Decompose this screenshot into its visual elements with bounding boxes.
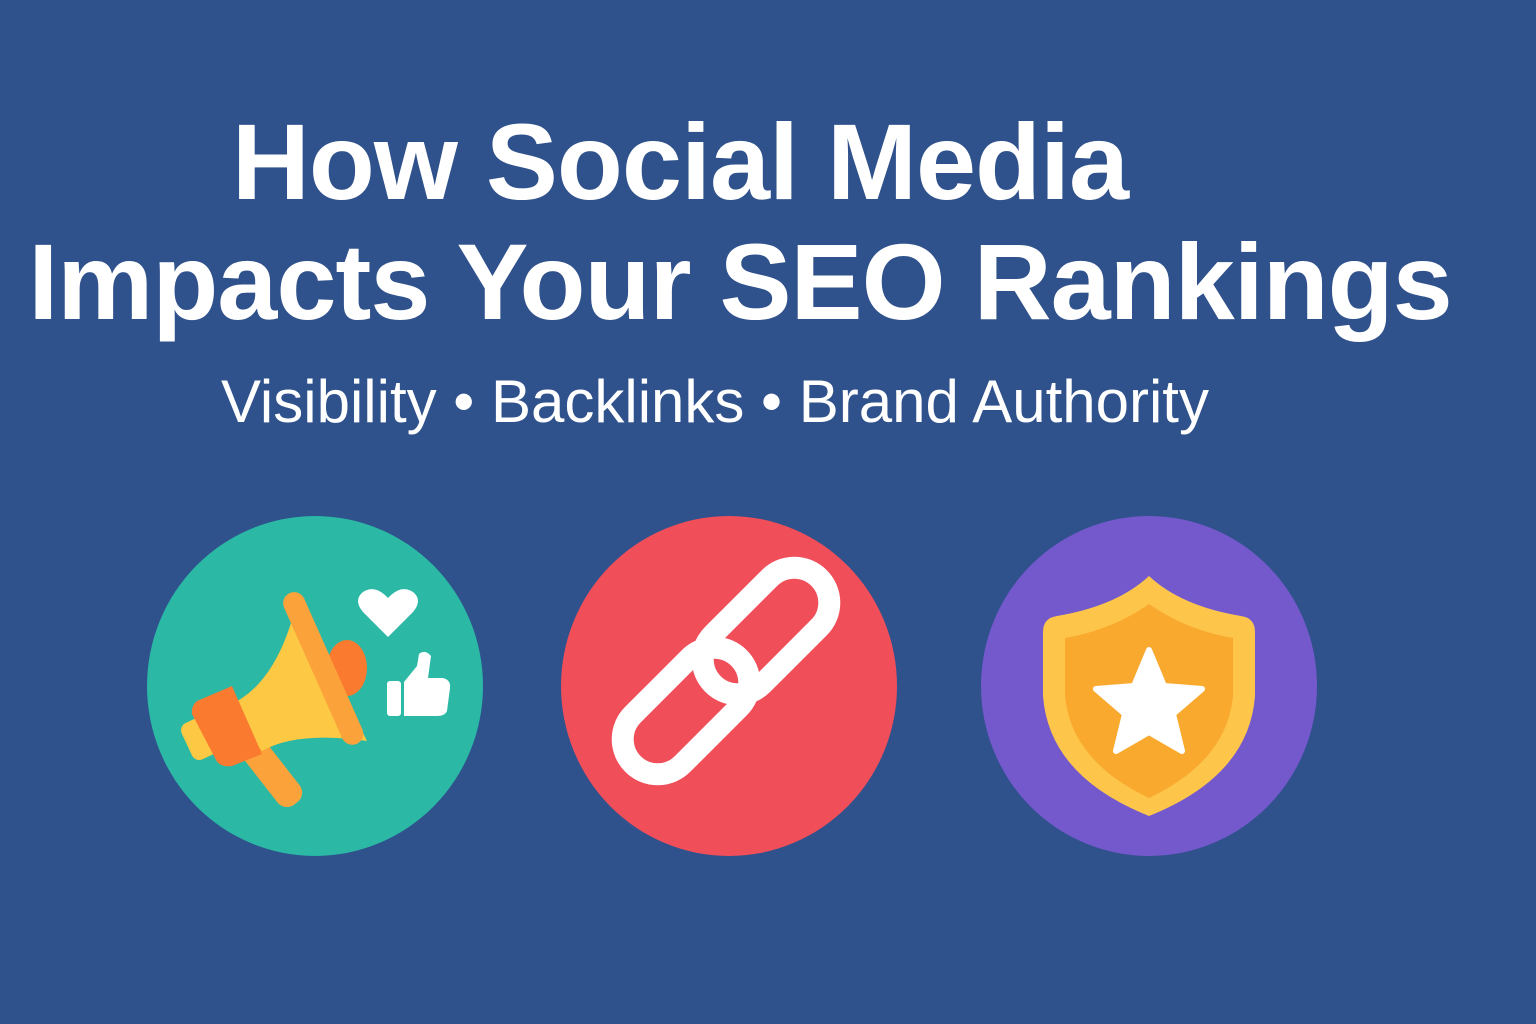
title-line-1: How Social Media [231,101,1129,222]
visibility-circle [147,516,483,856]
shield-star-icon [1043,576,1255,816]
thumbs-up-icon [387,651,451,716]
title-line-2: Impacts Your SEO Rankings [28,221,1452,342]
brand-authority-circle [981,516,1317,856]
heart-icon [358,589,418,637]
megaphone-icon [181,592,367,808]
chain-link-icon [611,556,841,786]
backlinks-circle [561,516,897,856]
subtitle: Visibility • Backlinks • Brand Authority [221,368,1209,435]
